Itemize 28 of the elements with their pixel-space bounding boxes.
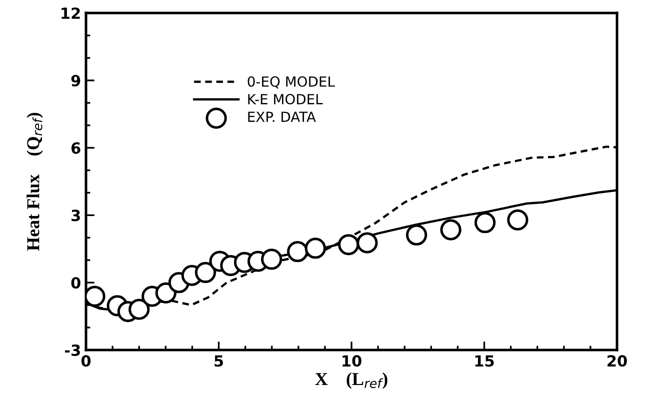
- y-axis-title: Heat Flux (Q$_{ref}$): [26, 112, 43, 251]
- x-tick-label: 20: [608, 355, 627, 367]
- point: [194, 262, 216, 284]
- point: [304, 238, 326, 259]
- point: [356, 232, 378, 254]
- point: [474, 212, 496, 234]
- y-tick-label: 12: [62, 7, 80, 19]
- x-tick-label: 5: [214, 355, 223, 367]
- x-tick-label: 15: [475, 355, 494, 367]
- point: [406, 224, 428, 246]
- point: [338, 234, 360, 256]
- x-tick-label: 0: [81, 355, 91, 367]
- y-tick-label: 9: [71, 74, 80, 86]
- point: [155, 282, 176, 304]
- x-axis-title: X (L$_{ref}$): [315, 372, 388, 389]
- y-tick-label: 3: [72, 210, 80, 222]
- point: [507, 209, 528, 230]
- point: [287, 241, 308, 262]
- point: [261, 248, 282, 270]
- y-tick-label: 6: [71, 142, 80, 154]
- point: [128, 298, 150, 320]
- y-tick-label: 0: [71, 277, 80, 289]
- legend-label: K-E MODEL: [248, 94, 323, 104]
- legend-label: 0-EQ MODEL: [248, 76, 335, 88]
- y-tick-label: -3: [64, 344, 80, 356]
- x-tick-label: 10: [342, 355, 362, 367]
- legend-label: EXP. DATA: [248, 112, 316, 122]
- point: [440, 219, 462, 240]
